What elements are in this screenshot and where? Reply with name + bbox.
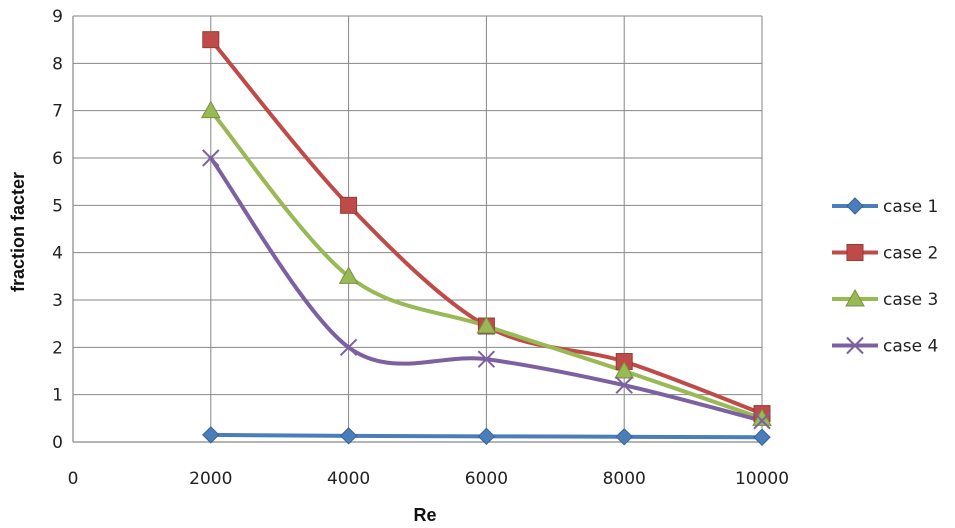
series-lines [200, 31, 772, 446]
legend-item-case-3: case 3 [832, 288, 938, 310]
x-tick-label: 10000 [735, 469, 789, 489]
x-axis-title: Re [413, 505, 436, 525]
y-axis-title: fraction facter [8, 172, 28, 292]
legend-label: case 1 [883, 197, 938, 217]
data-point-case-1 [615, 428, 633, 446]
data-point-case-2 [340, 196, 358, 214]
data-point-case-1 [202, 426, 220, 444]
data-point-case-2 [202, 31, 220, 49]
x-tick-label: 6000 [465, 469, 508, 489]
data-point-case-3 [614, 360, 635, 379]
data-point-case-1 [753, 428, 771, 446]
y-tick-label: 1 [52, 386, 63, 406]
y-tick-label: 4 [52, 244, 63, 264]
y-tick-label: 8 [52, 54, 63, 74]
data-point-case-4 [477, 350, 496, 368]
data-point-case-3 [338, 266, 359, 284]
marker-stroke [846, 336, 864, 355]
y-tick-label: 6 [52, 149, 63, 169]
data-point-case-4 [339, 338, 358, 357]
marker-stroke [202, 149, 220, 167]
legend-swatch-marker [846, 244, 864, 261]
x-tick-label: 4000 [327, 469, 370, 489]
data-point-case-3 [476, 316, 497, 334]
x-tick-label: 2000 [189, 469, 232, 489]
data-point-case-4 [753, 411, 771, 430]
grid [72, 15, 763, 443]
y-tick-label: 9 [52, 7, 63, 27]
marker-stroke [477, 350, 496, 368]
legend-label: case 3 [883, 290, 938, 310]
data-point-case-4 [202, 149, 220, 167]
legend-swatch-marker [845, 288, 865, 307]
legend-item-case-4: case 4 [832, 337, 938, 357]
y-tick-label: 0 [52, 433, 63, 453]
axes: 0 1 2 3 4 5 6 7 8 9 0 2000 4000 6000 8000 10000 [52, 7, 789, 489]
marker-stroke [615, 376, 633, 394]
data-point-case-1 [339, 427, 358, 445]
data-point-case-1 [477, 427, 496, 446]
marker-stroke [753, 411, 771, 430]
y-tick-label: 3 [52, 291, 63, 311]
legend: case 1 case 2 case 3 case 4 [832, 197, 938, 357]
marker-stroke [339, 338, 358, 357]
legend-item-case-2: case 2 [832, 244, 938, 264]
x-tick-label: 8000 [603, 469, 646, 489]
y-tick-label: 5 [52, 196, 63, 216]
y-tick-label: 2 [52, 338, 63, 358]
y-tick-label: 7 [52, 102, 63, 122]
x-tick-label: 0 [68, 469, 79, 489]
legend-swatch-marker [846, 336, 864, 355]
legend-swatch-marker [846, 197, 864, 215]
data-point-case-4 [615, 376, 633, 394]
data-point-case-3 [200, 100, 221, 119]
legend-label: case 4 [883, 337, 938, 357]
legend-item-case-1: case 1 [832, 197, 938, 217]
legend-label: case 2 [883, 244, 938, 264]
series-line-case-4 [208, 156, 764, 423]
